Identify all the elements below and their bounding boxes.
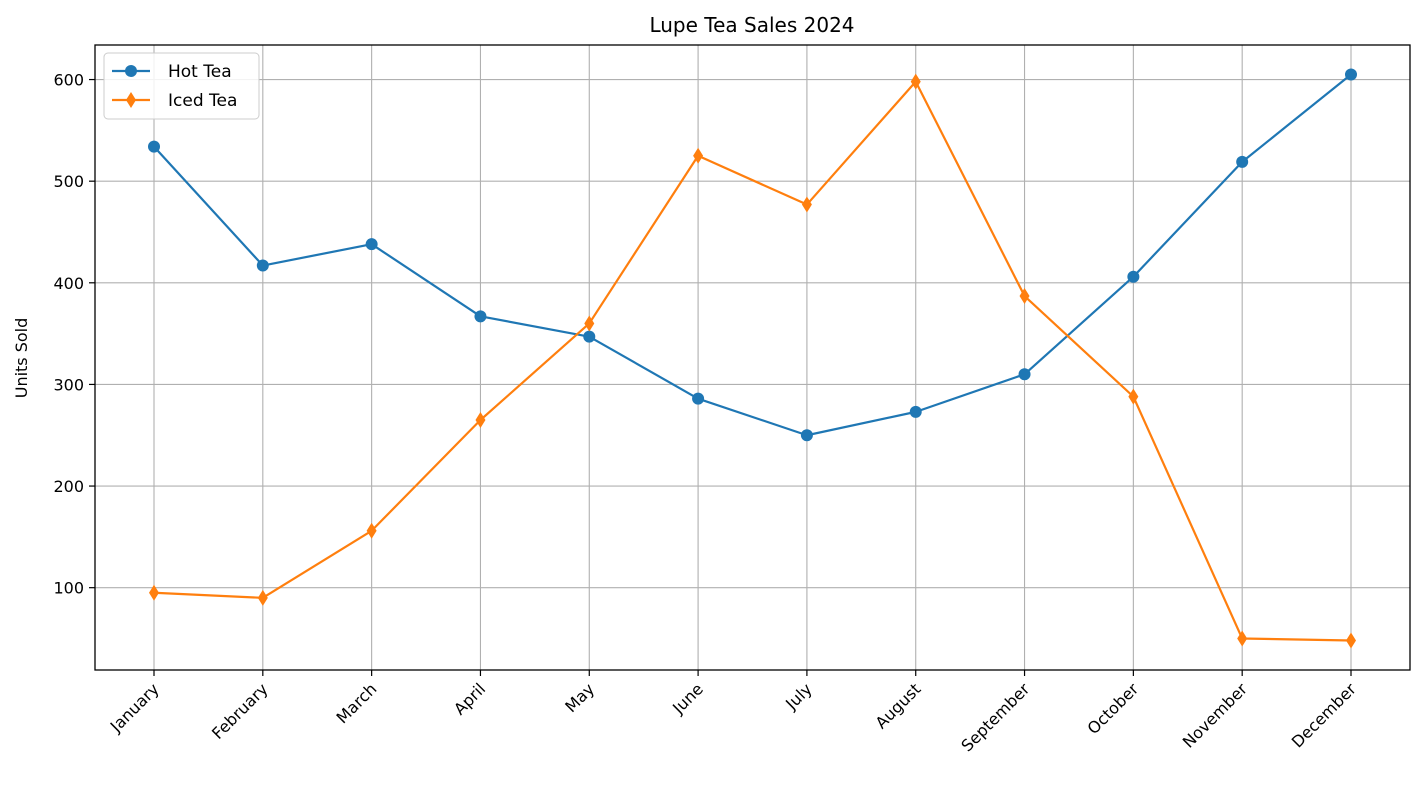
data-point [256, 259, 269, 272]
y-tick-label: 600 [53, 71, 84, 90]
y-tick-label: 100 [53, 579, 84, 598]
data-point [149, 584, 159, 601]
legend-entry: Hot Tea [112, 62, 232, 82]
data-point [583, 330, 596, 343]
data-point [909, 405, 922, 418]
data-point [474, 310, 487, 323]
series-0 [148, 68, 1357, 442]
data-point [693, 147, 704, 164]
data-point [257, 589, 268, 606]
data-point [584, 315, 595, 332]
y-tick-label: 300 [53, 375, 84, 394]
data-point [1236, 155, 1249, 168]
data-point [1018, 368, 1031, 381]
data-point [692, 392, 705, 405]
legend-label: Iced Tea [168, 91, 237, 111]
y-tick-label: 200 [53, 477, 84, 496]
legend-marker [126, 92, 136, 108]
data-point [1237, 630, 1248, 647]
y-axis-label: Units Sold [12, 318, 31, 399]
data-point [1127, 270, 1140, 283]
legend-label: Hot Tea [168, 62, 232, 82]
data-point [475, 412, 486, 428]
y-tick-label: 400 [53, 274, 84, 293]
data-point [1346, 632, 1356, 649]
data-point [148, 140, 160, 153]
chart-title: Lupe Tea Sales 2024 [649, 13, 854, 37]
series-1 [149, 73, 1356, 649]
data-point [366, 522, 377, 539]
data-point [910, 73, 921, 90]
data-point [1019, 288, 1030, 305]
data-point [365, 238, 378, 251]
grid [95, 45, 1410, 670]
legend-marker [125, 65, 137, 77]
series-line [153, 80, 1352, 642]
axes-frame [94, 44, 1411, 671]
y-tick-label: 500 [53, 172, 84, 191]
data-point [800, 429, 813, 442]
legend-box [103, 52, 260, 120]
legend: Hot Tea Iced Tea [103, 52, 260, 120]
series-layer [148, 68, 1357, 649]
data-point [1128, 388, 1139, 405]
legend-entry: Iced Tea [112, 91, 237, 111]
plot-area [95, 45, 1410, 670]
data-point [1345, 68, 1357, 81]
series-line [153, 73, 1352, 437]
data-point [801, 196, 812, 213]
